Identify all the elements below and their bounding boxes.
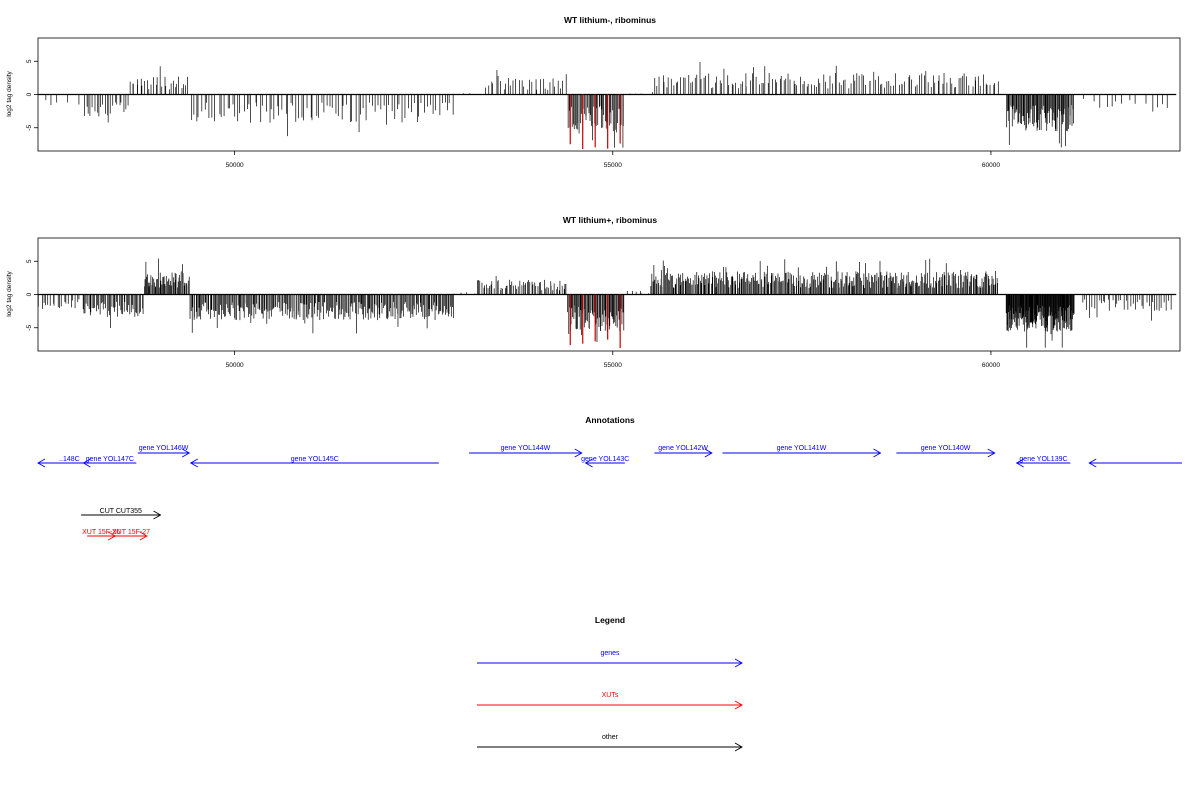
y-axis-label: log2 tag density (6, 270, 13, 316)
annotation-arrow-head (987, 448, 996, 458)
y-axis-label: log2 tag density (6, 70, 13, 116)
legend-item-label: genes (600, 650, 620, 657)
annotation-arrow-head (82, 458, 91, 468)
track-panel-lithium-plus: WT lithium+, ribominus log2 tag density … (6, 215, 1181, 369)
annotation-arrow-head (574, 448, 583, 458)
legend-item-label: other (602, 734, 619, 741)
gene-annotation: gene YOL145C (189, 456, 439, 468)
annotation-arrow-head (1088, 458, 1097, 468)
annotation-label: gene YOL143C (581, 456, 629, 463)
annotation-arrow-head (37, 458, 46, 468)
annotation-arrow-head (584, 458, 593, 468)
legend-arrow-head (734, 700, 743, 710)
legend-item: XUTs (477, 692, 743, 710)
y-tick-label: 0 (26, 92, 33, 96)
y-tick-label: -5 (26, 324, 33, 330)
annotation-items: ..148C gene YOL147C gene YOL146W gene YOL14… (37, 445, 1182, 541)
y-tick-label: 5 (26, 259, 33, 263)
annotation-label: gene YOL146W (139, 445, 189, 452)
y-tick-label: -5 (26, 124, 33, 130)
gene-annotation: gene YOL147C (82, 456, 137, 468)
xut-annotation: XUT 15F-27 (112, 529, 150, 541)
annotation-arrow-head (1015, 458, 1024, 468)
x-tick-label: 50000 (226, 162, 244, 169)
legend-items: genes XUTs other (477, 650, 743, 752)
x-tick-label: 60000 (982, 362, 1000, 369)
x-tick-label: 55000 (604, 362, 622, 369)
x-tick-label: 55000 (604, 162, 622, 169)
gene-annotation: gene YOL140W (896, 445, 996, 458)
annotation-label: gene YOL140W (921, 445, 971, 452)
gene-annotation: gene YOL141W (722, 445, 882, 458)
chart-title: WT lithium+, ribominus (563, 215, 657, 225)
annotations-title: Annotations (585, 415, 635, 425)
axes: 50000 55000 60000 -5 0 5 (26, 259, 1000, 369)
axes: 50000 55000 60000 -5 0 5 (26, 59, 1000, 169)
annotation-label: CUT CUT355 (100, 508, 142, 515)
gene-annotation (1088, 458, 1182, 468)
other-annotation: CUT CUT355 (81, 508, 162, 520)
gene-annotation: gene YOL143C (581, 456, 629, 468)
annotation-label: gene YOL141W (777, 445, 827, 452)
annotation-label: gene YOL144W (501, 445, 551, 452)
annotation-label: gene YOL142W (658, 445, 708, 452)
legend-arrow-head (734, 742, 743, 752)
chart-title: WT lithium-, ribominus (564, 15, 656, 25)
annotation-label: XUT 15F-26 (82, 529, 120, 536)
x-tick-label: 60000 (982, 162, 1000, 169)
annotation-label: gene YOL145C (291, 456, 339, 463)
x-tick-label: 50000 (226, 362, 244, 369)
bar-group (37, 258, 1177, 349)
legend-arrow-head (734, 658, 743, 668)
gene-annotation: gene YOL144W (469, 445, 583, 458)
annotation-arrow-head (182, 448, 191, 458)
gene-annotation: gene YOL146W (137, 445, 191, 458)
legend: Legend genes XUTs other (477, 615, 743, 752)
y-tick-label: 0 (26, 292, 33, 296)
gene-annotation: gene YOL142W (654, 445, 713, 458)
bar-group (38, 61, 1177, 150)
annotation-arrow-head (139, 531, 148, 541)
annotation-arrow-head (153, 510, 162, 520)
annotation-label: ..148C (59, 456, 80, 463)
gene-annotation: gene YOL139C (1015, 456, 1071, 468)
legend-item: other (477, 734, 743, 752)
track-panel-lithium-minus: WT lithium-, ribominus log2 tag density … (6, 15, 1181, 169)
legend-item: genes (477, 650, 743, 668)
annotation-arrow-head (189, 458, 198, 468)
annotation-label: gene YOL147C (86, 456, 134, 463)
legend-title: Legend (595, 615, 625, 625)
annotation-arrow-head (704, 448, 713, 458)
legend-item-label: XUTs (602, 692, 619, 699)
annotation-label: XUT 15F-27 (112, 529, 150, 536)
annotation-label: gene YOL139C (1019, 456, 1067, 463)
annotations-panel: Annotations ..148C gene YOL147C gene YOL14… (37, 415, 1182, 541)
annotation-arrow-head (873, 448, 882, 458)
y-tick-label: 5 (26, 59, 33, 63)
